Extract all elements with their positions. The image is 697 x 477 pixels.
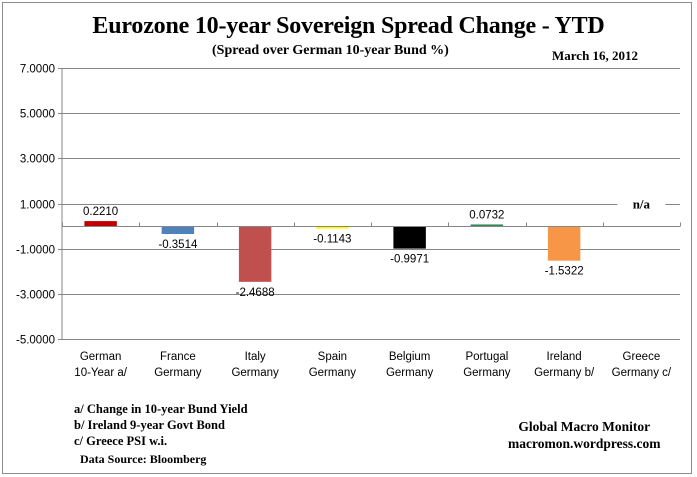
y-tick-label: -5.0000 [16, 335, 55, 347]
x-tick-label: Germany b/ [534, 367, 595, 379]
y-tick-label: -3.0000 [16, 290, 55, 302]
x-tick-label: Germany [386, 367, 434, 379]
x-tick-label: Greece [623, 351, 661, 363]
bar [393, 226, 426, 249]
y-tick-label: 1.0000 [20, 200, 55, 212]
data-label: n/a [633, 197, 651, 212]
data-source: Data Source: Bloomberg [80, 452, 207, 466]
x-tick-label: Germany c/ [612, 367, 672, 379]
x-tick-label: Spain [318, 351, 347, 363]
na-label-box [617, 194, 666, 213]
gridlines [58, 68, 680, 340]
x-tick-label: German [80, 351, 122, 363]
bar [238, 226, 272, 282]
x-tick-label: Germany [231, 367, 279, 379]
brand-name: Global Macro Monitor [518, 419, 651, 434]
x-tick-label: Ireland [547, 351, 582, 363]
y-tick-label: 3.0000 [20, 154, 55, 166]
y-tick-label: -1.0000 [16, 245, 55, 257]
x-tick-label: France [160, 351, 196, 363]
bar [470, 224, 504, 227]
data-label: 0.2210 [83, 206, 118, 218]
x-axis-labels: German 10-Year a/France Germany Italy German… [74, 351, 672, 379]
x-tick-label: Portugal [465, 351, 508, 363]
bars [84, 221, 581, 282]
chart-subtitle: (Spread over German 10-year Bund %) [212, 43, 449, 58]
footnote-c: c/ Greece PSI w.i. [74, 434, 168, 448]
data-label: -0.9971 [390, 254, 429, 266]
data-label: -0.3514 [158, 239, 198, 251]
data-label: 0.0732 [469, 209, 504, 221]
y-tick-label: 7.0000 [20, 64, 55, 76]
data-label: -0.1143 [313, 234, 351, 246]
bar [84, 221, 117, 227]
data-labels: 0.2210 -0.3514 -2.4688 -0.1143 -0.9971 0.0732… [83, 194, 666, 299]
x-axis [62, 222, 681, 227]
bar [316, 226, 349, 229]
bar [161, 226, 195, 235]
footnote-b: b/ Ireland 9-year Govt Bond [74, 418, 225, 432]
x-tick-label: Germany [309, 367, 357, 379]
y-tick-label: 5.0000 [20, 109, 55, 121]
x-tick-label: Germany [154, 367, 202, 379]
chart-date: March 16, 2012 [552, 48, 639, 63]
chart-title: Eurozone 10-year Sovereign Spread Change… [92, 13, 605, 39]
x-tick-label: Italy [245, 351, 266, 363]
data-label: -2.4688 [236, 287, 275, 299]
footnote-a: a/ Change in 10-year Bund Yield [74, 402, 248, 416]
x-tick-label: Germany [463, 367, 511, 379]
x-tick-label: Belgium [389, 351, 431, 363]
y-axis-ticks: 7.0000 5.0000 3.0000 1.0000 -1.0000 -3.0000 -5… [16, 64, 55, 347]
footnotes: a/ Change in 10-year Bund Yield b/ Irela… [74, 401, 248, 449]
brand-url: macromon.wordpress.com [508, 436, 661, 451]
bar [547, 226, 581, 261]
x-tick-label: 10-Year a/ [74, 367, 127, 379]
brand-block: Global Macro Monitor macromon.wordpress.… [508, 418, 660, 452]
data-label: -1.5322 [545, 266, 584, 278]
